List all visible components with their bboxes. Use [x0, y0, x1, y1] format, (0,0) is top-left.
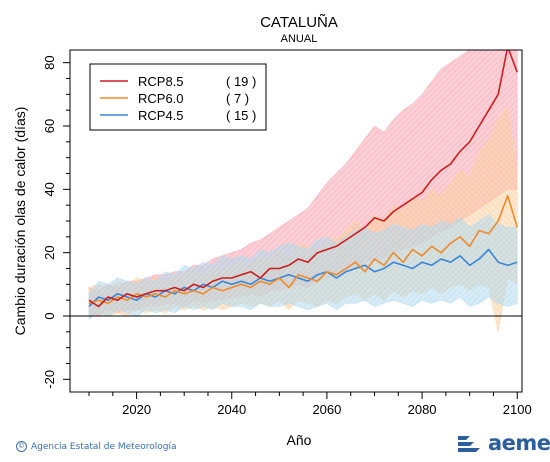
y-tick-label: 60	[42, 119, 57, 133]
aemet-logo-text: aemet	[488, 431, 550, 455]
legend-count-rcp45: ( 15 )	[226, 108, 256, 123]
y-tick-label: -20	[42, 370, 57, 389]
x-tick-label: 2020	[122, 402, 151, 417]
legend-box	[89, 63, 267, 131]
x-tick-label: 2060	[312, 402, 341, 417]
y-tick-label: 20	[42, 245, 57, 259]
legend-count-rcp60: ( 7 )	[226, 91, 249, 106]
line-rcp45	[88, 248, 518, 308]
band-rcp45	[88, 214, 518, 320]
x-tick-label: 2080	[408, 402, 437, 417]
y-tick-label: 80	[42, 55, 57, 69]
legend-count-rcp85: ( 19 )	[226, 74, 256, 89]
x-tick-label: 2100	[503, 402, 532, 417]
legend: RCP8.5 ( 19 ) RCP6.0 ( 7 ) RCP4.5 ( 15 )	[89, 63, 267, 131]
aemet-logo-icon	[458, 436, 480, 452]
chart-subtitle: ANUAL	[281, 33, 318, 45]
x-axis-label: Año	[287, 432, 312, 448]
aemet-logo: aemet	[456, 431, 550, 455]
x-axis: 2020 2040 2060 2080 2100	[88, 392, 532, 417]
y-tick-label: 40	[42, 182, 57, 196]
y-axis: -20 0 20 40 60 80	[42, 55, 70, 389]
chart-title: CATALUÑA	[260, 14, 338, 31]
credit-text: Agencia Estatal de Meteorología	[31, 441, 177, 452]
legend-label-rcp45: RCP4.5	[138, 108, 184, 123]
uncertainty-bands	[88, 50, 518, 332]
y-tick-label: 0	[42, 312, 57, 319]
x-tick-label: 2040	[217, 402, 246, 417]
series-lines	[88, 50, 518, 308]
y-axis-label: Cambio duración olas de calor (días)	[12, 107, 28, 336]
line-rcp60	[88, 194, 518, 305]
line-rcp85	[88, 50, 518, 308]
legend-label-rcp85: RCP8.5	[138, 74, 184, 89]
credit-footer: © Agencia Estatal de Meteorología	[16, 441, 177, 452]
copyright-icon: ©	[16, 441, 27, 452]
legend-label-rcp60: RCP6.0	[138, 91, 184, 106]
